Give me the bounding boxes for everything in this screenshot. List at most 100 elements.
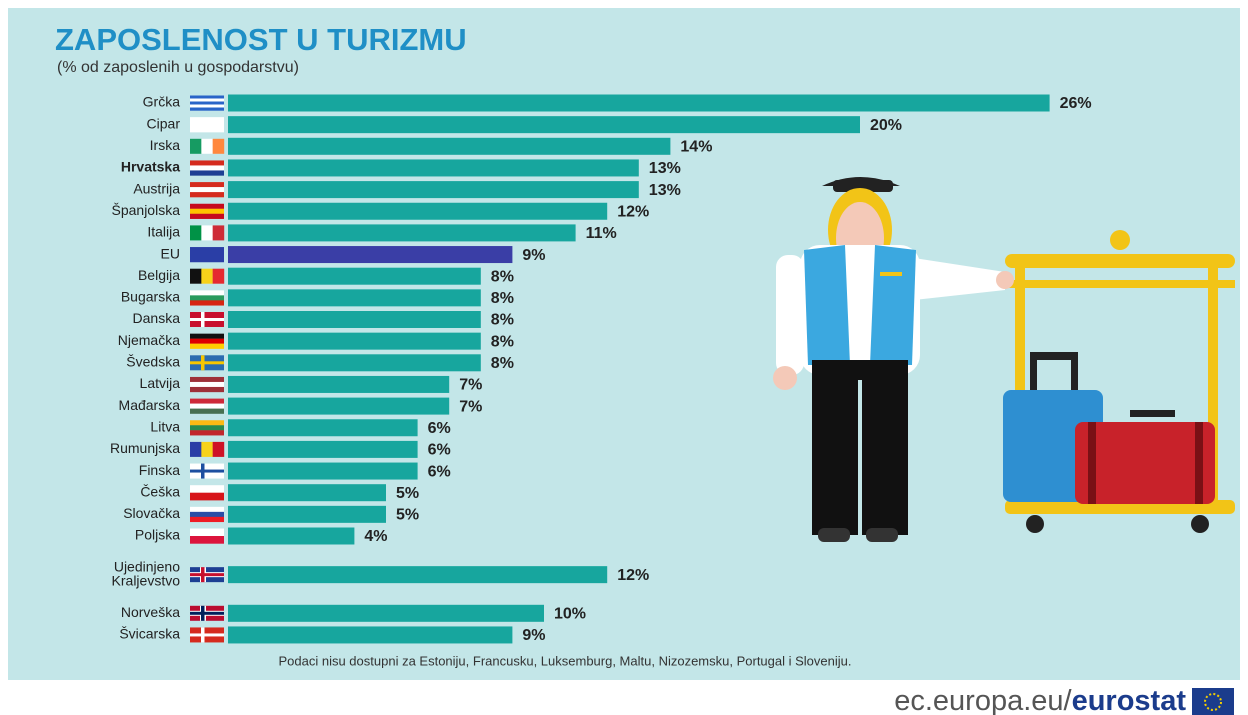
flag-cross — [201, 567, 205, 583]
category-label: Poljska — [135, 527, 180, 543]
source: ec.europa.eu/eurostat — [894, 685, 1186, 715]
flag-stripe — [190, 430, 224, 436]
value-label: 8% — [491, 333, 514, 350]
flag-stripe — [190, 101, 224, 105]
flag-cross — [201, 605, 205, 621]
value-label: 12% — [617, 203, 649, 220]
bar — [228, 159, 639, 177]
bar — [228, 484, 386, 502]
flag — [190, 605, 224, 621]
flag-stripe — [201, 225, 213, 241]
source-brand: eurostat — [1072, 685, 1187, 715]
flag — [190, 355, 224, 371]
flag-stripe — [190, 117, 224, 133]
category-label: EU — [161, 245, 180, 261]
flag-stripe — [190, 300, 224, 306]
flag — [190, 312, 224, 327]
bar — [228, 440, 418, 458]
flag-stripe — [190, 386, 224, 393]
bar — [228, 137, 671, 155]
value-label: 13% — [649, 182, 681, 199]
flag-stripe — [190, 208, 224, 214]
chart-subtitle: (% od zaposlenih u gospodarstvu) — [57, 59, 299, 76]
flag — [190, 463, 224, 479]
category-label: Irska — [150, 137, 181, 153]
category-label: Španjolska — [112, 202, 181, 218]
bar — [228, 94, 1050, 112]
flag-cross — [201, 355, 205, 371]
bar — [228, 202, 608, 220]
flag-stripe — [190, 425, 224, 431]
bar — [228, 604, 544, 622]
flag-stripe — [201, 441, 213, 457]
category-label: Švicarska — [119, 626, 180, 642]
value-label: 20% — [870, 117, 902, 134]
bar — [228, 267, 481, 285]
illustration — [773, 177, 1235, 542]
value-label: 11% — [586, 225, 617, 242]
value-label: 7% — [459, 398, 482, 415]
value-label: 26% — [1060, 95, 1092, 112]
value-label: 9% — [522, 247, 545, 264]
flag — [190, 441, 225, 457]
category-label-line: Kraljevstvo — [112, 572, 181, 588]
value-label: 8% — [491, 290, 514, 307]
flag-stripe — [190, 536, 224, 544]
flag-stripe — [190, 485, 224, 493]
value-label: 8% — [491, 312, 514, 329]
bar — [228, 332, 481, 350]
bar — [228, 375, 450, 393]
flag-stripe — [201, 268, 213, 284]
bar — [228, 397, 450, 415]
flag-stripe — [190, 420, 224, 426]
flag-stripe — [190, 403, 224, 409]
flag-stripe — [190, 225, 202, 241]
flag-stripe — [190, 138, 202, 154]
flag-stripe — [190, 187, 224, 193]
category-label: Danska — [133, 310, 181, 326]
category-label: Norveška — [121, 604, 180, 620]
flag-stripe — [190, 381, 224, 388]
bar — [228, 224, 576, 242]
value-label: 4% — [364, 528, 387, 545]
value-label: 6% — [428, 463, 451, 480]
flag-cross — [201, 312, 205, 327]
flag-stripe — [190, 441, 202, 457]
footnote: Podaci nisu dostupni za Estoniju, Francu… — [278, 653, 851, 668]
flag — [190, 567, 224, 583]
value-label: 12% — [617, 567, 649, 584]
category-label: Bugarska — [121, 289, 180, 305]
flag — [190, 528, 224, 544]
category-label: Grčka — [143, 94, 181, 110]
category-label: Latvija — [140, 375, 181, 391]
flag — [190, 376, 224, 393]
bar — [228, 419, 418, 437]
flag — [190, 398, 224, 414]
flag-stripe — [190, 107, 224, 111]
flag-cross — [190, 318, 224, 321]
flag-cross — [201, 627, 205, 643]
flag — [190, 117, 224, 133]
flag-stripe — [190, 333, 224, 339]
category-label: Češka — [140, 483, 180, 499]
eu-logo — [1192, 688, 1234, 715]
value-label: 7% — [459, 377, 482, 394]
category-label-line: Ujedinjeno — [114, 558, 180, 574]
value-label: 5% — [396, 485, 419, 502]
flag — [190, 95, 224, 111]
flag-stripe — [190, 295, 224, 301]
bar — [228, 626, 513, 644]
flag-stripe — [190, 528, 224, 537]
bar — [228, 462, 418, 480]
flag-cross — [190, 573, 224, 577]
category-label: Mađarska — [119, 397, 181, 413]
flag-stripe — [190, 516, 224, 523]
bar — [228, 311, 481, 328]
flag — [190, 268, 225, 284]
flag — [190, 485, 224, 501]
flag-stripe — [190, 511, 224, 518]
flag-stripe — [190, 492, 224, 501]
category-label: Slovačka — [123, 505, 180, 521]
bar — [228, 354, 481, 372]
